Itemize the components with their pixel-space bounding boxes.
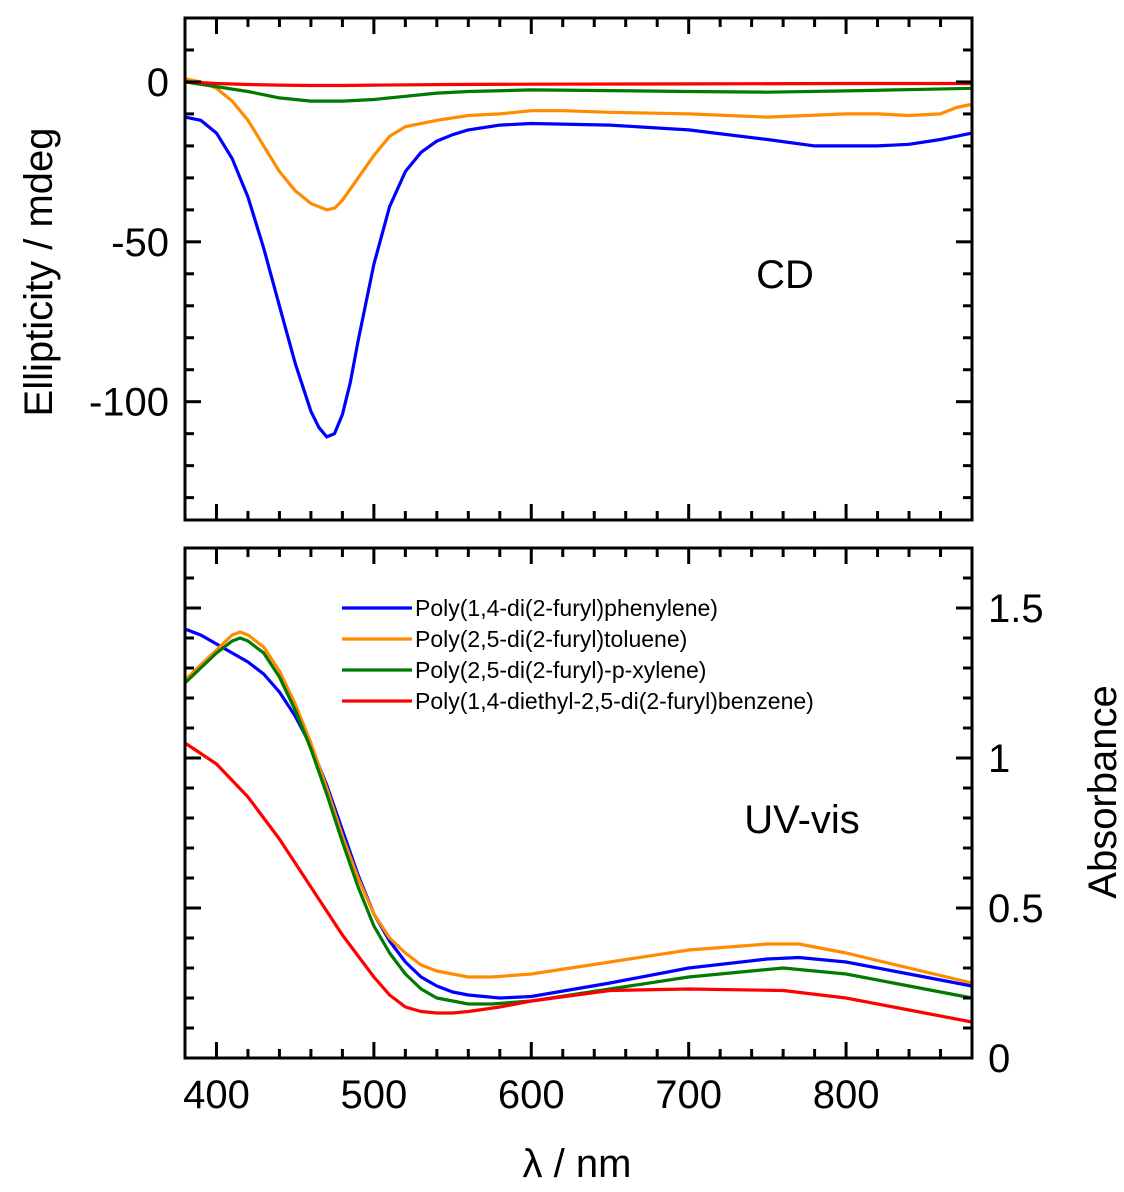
uvvis-y-tick-label: 0.5 (988, 887, 1044, 931)
cd-series-line-2 (184, 80, 973, 103)
cd-plot-frame (183, 16, 974, 522)
cd-series-line-1 (184, 77, 973, 212)
uvvis-legend-label-1: Poly(2,5-di(2-furyl)toluene) (415, 626, 687, 652)
cd-y-tick-label: -50 (111, 221, 169, 265)
cd-y-tick-label: 0 (147, 61, 169, 105)
uvvis-series-line-3 (184, 741, 973, 1024)
cd-series-line-0 (184, 115, 973, 439)
x-axis-label: λ / nm (523, 1142, 632, 1186)
uvvis-y-tick-label: 1 (988, 737, 1010, 781)
uvvis-legend-label-3: Poly(1,4-diethyl-2,5-di(2-furyl)benzene) (415, 688, 814, 714)
cd-annotation: CD (756, 253, 814, 297)
uvvis-y-tick-label: 0 (988, 1037, 1010, 1081)
uvvis-x-tick-label: 500 (341, 1073, 408, 1117)
uvvis-series-line-0 (184, 627, 973, 1000)
cd-panel: 0 -50 -100 (89, 16, 974, 522)
uvvis-x-tick-label: 400 (183, 1073, 250, 1117)
uvvis-x-tick-label: 700 (655, 1073, 722, 1117)
uvvis-series-line-1 (183, 630, 973, 985)
axis-labels: Ellipticity / mdeg Absorbance λ / nm CD … (17, 128, 1124, 1186)
uvvis-y-axis-label: Absorbance (1081, 685, 1124, 898)
uvvis-series-line-2 (183, 636, 973, 1006)
uvvis-panel: 0 0.5 1 1.5 400 500 600 700 800 Poly(1,4-di(2-fur… (183, 546, 1044, 1117)
uvvis-legend-label-0: Poly(1,4-di(2-furyl)phenylene) (415, 595, 718, 621)
uvvis-y-tick-label: 1.5 (988, 587, 1044, 631)
uvvis-x-tick-label: 600 (498, 1073, 565, 1117)
cd-series-line-3 (184, 80, 972, 88)
cd-y-axis-label: Ellipticity / mdeg (17, 128, 61, 417)
uvvis-plot-frame (183, 546, 974, 1060)
uvvis-legend-label-2: Poly(2,5-di(2-furyl)-p-xylene) (415, 657, 706, 683)
cd-y-tick-label: -100 (89, 381, 169, 425)
uvvis-annotation: UV-vis (744, 798, 860, 842)
uvvis-x-tick-label: 800 (813, 1073, 880, 1117)
